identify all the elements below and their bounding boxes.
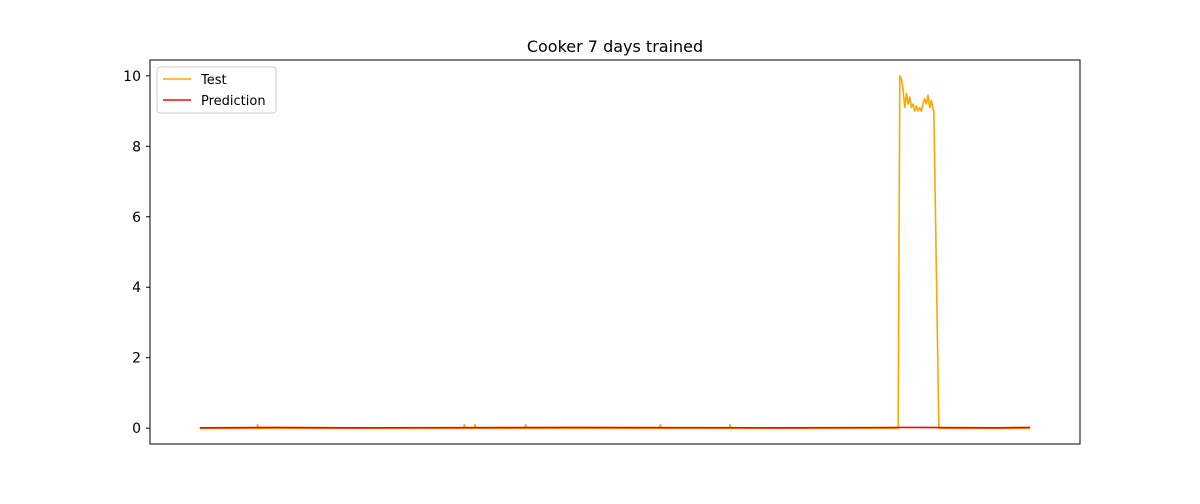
y-tick-label: 0 bbox=[132, 421, 141, 437]
axes-frame bbox=[150, 60, 1080, 444]
y-tick-label: 10 bbox=[123, 69, 141, 85]
y-tick-label: 8 bbox=[132, 139, 141, 155]
plot-area bbox=[200, 76, 1030, 428]
y-axis: 0 2 4 6 8 10 bbox=[123, 69, 150, 437]
legend-label-test: Test bbox=[200, 73, 227, 88]
y-tick-label: 6 bbox=[132, 210, 141, 226]
legend-label-prediction: Prediction bbox=[201, 94, 266, 109]
legend: Test Prediction bbox=[157, 67, 276, 113]
series-line-test bbox=[200, 76, 1030, 428]
chart-title: Cooker 7 days trained bbox=[527, 37, 703, 56]
y-tick-label: 2 bbox=[132, 351, 141, 367]
y-tick-label: 4 bbox=[132, 280, 141, 296]
